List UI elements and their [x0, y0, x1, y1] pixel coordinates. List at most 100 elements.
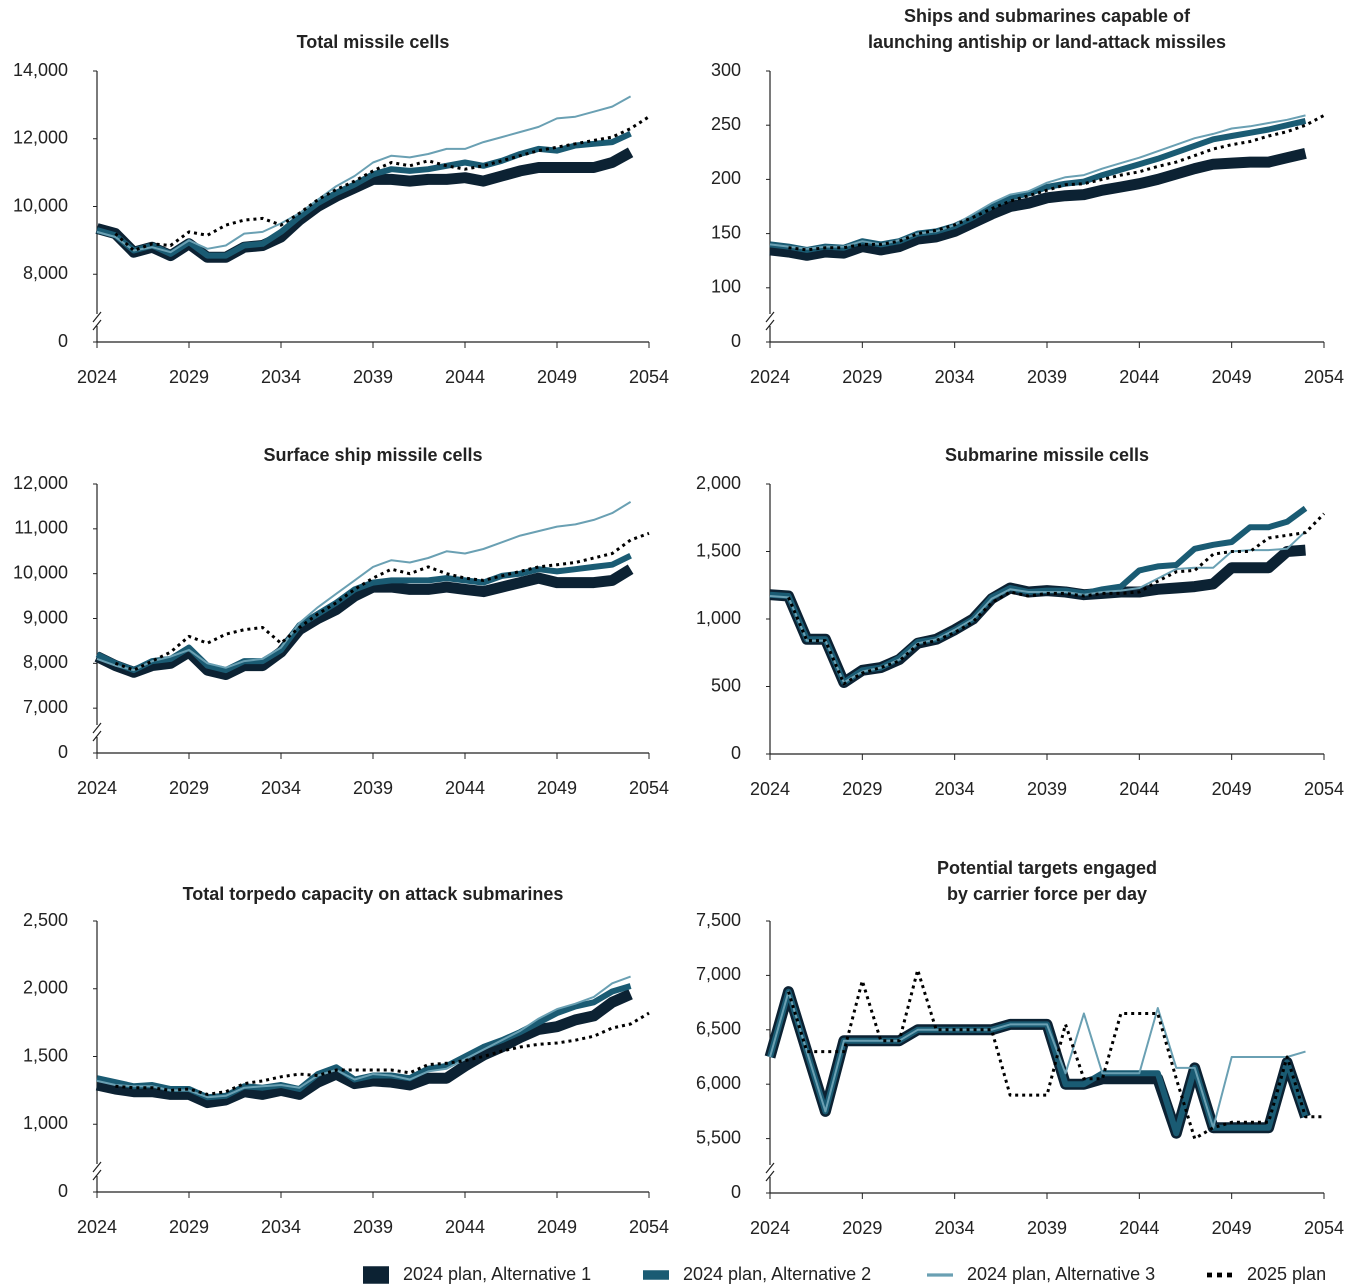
y-tick-label: 7,000: [23, 697, 68, 717]
x-tick-label: 2034: [935, 779, 975, 799]
x-tick-label: 2054: [629, 778, 669, 798]
series-line: [769, 530, 1307, 684]
axis-break: [92, 722, 102, 742]
x-tick-label: 2044: [1119, 1218, 1159, 1238]
legend: 2024 plan, Alternative 1 2024 plan, Alter…: [363, 1264, 1326, 1284]
x-tick-label: 2024: [77, 367, 117, 387]
chart: Potential targets engaged by carrier forc…: [696, 858, 1344, 1238]
x-tick-label: 2029: [169, 1217, 209, 1237]
y-tick-label: 0: [58, 742, 68, 762]
legend-label: 2025 plan: [1247, 1264, 1326, 1284]
x-tick-label: 2039: [1027, 779, 1067, 799]
x-tick-label: 2049: [537, 1217, 577, 1237]
chart: Surface ship missile cells 0 7,000 8,000 9,0…: [13, 445, 669, 798]
chart-title: launching antiship or land-attack missil…: [868, 32, 1226, 52]
legend-label: 2024 plan, Alternative 2: [683, 1264, 871, 1284]
x-tick-label: 2044: [445, 367, 485, 387]
axis-break: [92, 1161, 102, 1181]
x-tick-label: 2029: [169, 367, 209, 387]
x-tick-label: 2044: [1119, 367, 1159, 387]
y-tick-label: 1,500: [23, 1045, 68, 1065]
x-tick-label: 2049: [1212, 779, 1252, 799]
series-line: [96, 130, 632, 259]
y-tick-label: 2,000: [23, 978, 68, 998]
chart: Total torpedo capacity on attack submari…: [23, 884, 669, 1237]
y-tick-label: 5,500: [696, 1127, 741, 1147]
chart-title: Total torpedo capacity on attack submari…: [183, 884, 564, 904]
axis-break: [765, 1162, 775, 1182]
y-tick-label: 0: [731, 331, 741, 351]
y-tick-label: 100: [711, 277, 741, 297]
y-tick-label: 7,000: [696, 964, 741, 984]
y-tick-label: 6,500: [696, 1019, 741, 1039]
y-tick-label: 11,000: [14, 518, 68, 538]
x-tick-label: 2024: [77, 778, 117, 798]
x-tick-label: 2054: [629, 1217, 669, 1237]
x-tick-label: 2034: [261, 778, 301, 798]
y-tick-label: 1,000: [23, 1113, 68, 1133]
x-tick-label: 2044: [445, 778, 485, 798]
y-tick-label: 8,000: [23, 263, 68, 283]
x-tick-label: 2039: [353, 778, 393, 798]
y-tick-label: 14,000: [13, 60, 68, 80]
chart-title: by carrier force per day: [947, 884, 1147, 904]
x-tick-label: 2039: [353, 367, 393, 387]
y-tick-label: 0: [58, 331, 68, 351]
chart-title: Surface ship missile cells: [263, 445, 482, 465]
chart-title: Total missile cells: [297, 32, 450, 52]
x-tick-label: 2029: [842, 367, 882, 387]
x-tick-label: 2044: [1119, 779, 1159, 799]
x-tick-label: 2024: [750, 367, 790, 387]
series-line: [769, 544, 1306, 688]
series-line: [769, 117, 1307, 253]
x-tick-label: 2054: [1304, 1218, 1344, 1238]
series-line: [96, 983, 632, 1101]
series-line: [114, 115, 650, 252]
series-line: [94, 564, 634, 680]
x-tick-label: 2049: [537, 367, 577, 387]
legend-label: 2024 plan, Alternative 1: [403, 1264, 591, 1284]
y-tick-label: 10,000: [13, 195, 68, 215]
series-line: [96, 501, 632, 672]
axis-break: [765, 311, 775, 331]
y-tick-label: 1,000: [696, 608, 741, 628]
y-tick-label: 10,000: [13, 562, 68, 582]
series-line: [769, 990, 1306, 1129]
y-tick-label: 0: [58, 1181, 68, 1201]
y-tick-label: 2,500: [23, 910, 68, 930]
y-tick-label: 7,500: [696, 910, 741, 930]
series-line: [788, 114, 1325, 252]
axis-break: [92, 311, 102, 331]
y-tick-label: 500: [711, 675, 741, 695]
chart-title: Submarine missile cells: [945, 445, 1149, 465]
x-tick-label: 2049: [537, 778, 577, 798]
series-line: [769, 148, 1307, 261]
x-tick-label: 2029: [842, 1218, 882, 1238]
y-tick-label: 300: [711, 60, 741, 80]
chart-title: Ships and submarines capable of: [904, 6, 1191, 26]
x-tick-label: 2039: [1027, 1218, 1067, 1238]
x-tick-label: 2034: [935, 367, 975, 387]
y-tick-label: 12,000: [13, 473, 68, 493]
x-tick-label: 2034: [261, 367, 301, 387]
x-tick-label: 2054: [1304, 367, 1344, 387]
series-line: [769, 114, 1306, 250]
chart: Submarine missile cells 0 500 1,000 1,500 2,0…: [696, 445, 1344, 799]
chart: Total missile cells 0 8,000 10,000 12,000 14,…: [13, 32, 669, 387]
y-tick-label: 8,000: [23, 652, 68, 672]
series-line: [95, 989, 633, 1109]
x-tick-label: 2044: [445, 1217, 485, 1237]
y-tick-label: 1,500: [696, 540, 741, 560]
y-tick-label: 9,000: [23, 607, 68, 627]
y-tick-label: 0: [731, 743, 741, 763]
y-tick-label: 12,000: [13, 128, 68, 148]
x-tick-label: 2024: [750, 779, 790, 799]
x-tick-label: 2029: [169, 778, 209, 798]
y-tick-label: 150: [711, 222, 741, 242]
series-line: [114, 531, 650, 672]
y-tick-label: 200: [711, 168, 741, 188]
x-tick-label: 2054: [1304, 779, 1344, 799]
x-tick-label: 2054: [629, 367, 669, 387]
